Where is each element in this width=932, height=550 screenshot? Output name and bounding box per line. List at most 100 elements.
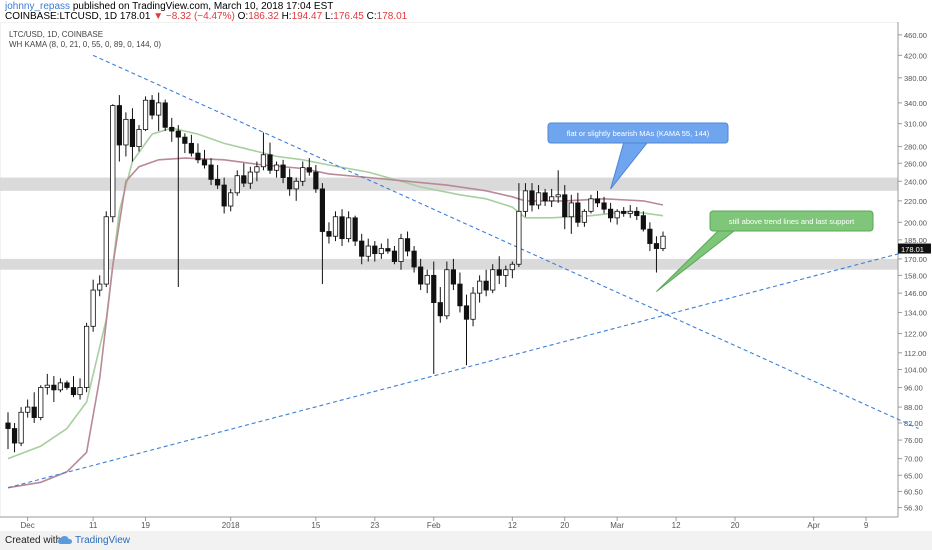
low-value: 176.45 [333, 11, 364, 22]
price-tick-label: 220.00 [904, 197, 927, 206]
candle-up [588, 198, 594, 212]
open-label: O: [237, 11, 249, 22]
price-tick-label: 420.00 [904, 51, 927, 60]
publish-line: johnny_repass published on TradingView.c… [5, 1, 333, 12]
time-tick-label: 12 [508, 521, 517, 530]
candle-up [90, 289, 96, 327]
created-with-label: Created with [5, 535, 62, 546]
high-label: H: [281, 11, 292, 22]
tradingview-cloud-icon [58, 536, 72, 544]
candle-up [345, 217, 352, 240]
candle-down [319, 188, 326, 232]
candle-down [149, 99, 155, 116]
candle-down [116, 105, 122, 146]
price-change: ▼ −8.32 (−4.47%) [153, 11, 235, 22]
price-tick-label: 88.00 [904, 403, 923, 412]
ascending-trend-line [7, 248, 919, 489]
candle-up [77, 387, 83, 396]
candle-up [38, 387, 44, 418]
candle-down [411, 250, 417, 268]
candle-up [123, 118, 129, 146]
price-tick-label: 146.00 [904, 289, 927, 298]
candle-up [365, 245, 371, 257]
published-text: published on TradingView.com, March 10, … [72, 1, 334, 12]
candle-up [535, 192, 542, 206]
candle-up [378, 248, 384, 255]
candle-down [31, 406, 37, 418]
candle-down [418, 266, 424, 285]
footer: Created with TradingView [0, 531, 932, 550]
candle-down [575, 202, 581, 223]
candle-up [470, 292, 476, 320]
price-tick-label: 460.00 [904, 31, 927, 40]
candle-up [581, 210, 588, 223]
candle-down [634, 210, 640, 217]
candle-down [653, 243, 660, 249]
price-chart[interactable]: 460.00 420.00 380.00 340.00 310.00 280.00 260.… [0, 22, 932, 531]
candle-down [496, 269, 502, 276]
candle-down [5, 422, 11, 429]
candle-up [25, 406, 31, 413]
candle-down [437, 302, 443, 317]
candle-up [84, 325, 90, 388]
candle-down [372, 245, 378, 255]
candle-down [326, 231, 332, 237]
candle-up [273, 164, 280, 171]
time-tick-label: 20 [731, 521, 740, 530]
chart-header: johnny_repass published on TradingView.c… [0, 0, 932, 22]
tradingview-brand[interactable]: TradingView [75, 535, 131, 546]
candle-up [18, 411, 24, 444]
candle-up [503, 269, 509, 276]
candle-up [660, 235, 666, 249]
candle-down [214, 179, 221, 186]
candle-down [287, 177, 293, 190]
price-tick-label: 134.00 [904, 308, 927, 317]
price-tick-label: 340.00 [904, 99, 927, 108]
price-tick-label: 76.00 [904, 436, 923, 445]
close-value: 178.01 [376, 11, 408, 22]
candle-up [57, 382, 64, 391]
candle-up [44, 384, 50, 388]
candle-up [332, 216, 339, 237]
price-tick-label: 240.00 [904, 177, 927, 186]
candle-down [450, 269, 457, 285]
price-tick-label: 260.00 [904, 159, 927, 168]
candle-up [522, 190, 529, 212]
time-tick-label: 12 [672, 521, 681, 530]
candle-up [490, 269, 496, 291]
time-tick-label: 15 [311, 521, 320, 530]
chart-legend: LTC/USD, 1D, COINBASE WH KAMA (8, 0, 21,… [9, 30, 161, 50]
candle-down [529, 190, 535, 206]
candle-down [594, 198, 601, 204]
price-tick-label: 170.00 [904, 255, 927, 264]
indicator-label: WH KAMA (8, 0, 21, 0, 55, 0, 89, 0, 144,… [9, 40, 162, 49]
candle-up [228, 192, 234, 207]
candle-down [621, 210, 627, 214]
candle-up [234, 175, 240, 194]
candle-down [129, 118, 136, 147]
candle-down [195, 152, 201, 161]
candle-down [601, 202, 607, 210]
descending-trend-line [92, 54, 919, 430]
price-tick-label: 122.00 [904, 330, 927, 339]
ticker-symbol: COINBASE:LTCUSD, 1D [5, 11, 118, 22]
candle-up [424, 274, 430, 285]
candle-down [169, 126, 175, 132]
price-tick-label: 310.00 [904, 120, 927, 129]
candle-down [51, 384, 57, 391]
callout-box [709, 210, 874, 232]
candle-up [142, 99, 149, 130]
candle-up [156, 102, 162, 116]
candle-up [568, 202, 574, 218]
time-tick-label: 2018 [222, 521, 240, 530]
time-tick-label: Feb [427, 521, 441, 530]
candle-up [398, 238, 404, 262]
candle-up [444, 269, 450, 317]
candle-down [188, 142, 194, 154]
candle-down [64, 382, 70, 388]
candle-down [608, 208, 614, 219]
author-link[interactable]: johnny_repass [5, 1, 71, 12]
time-tick-label: 11 [89, 521, 98, 530]
last-price-tag-label: 178.01 [901, 245, 924, 254]
price-tick-label: 65.00 [904, 471, 923, 480]
